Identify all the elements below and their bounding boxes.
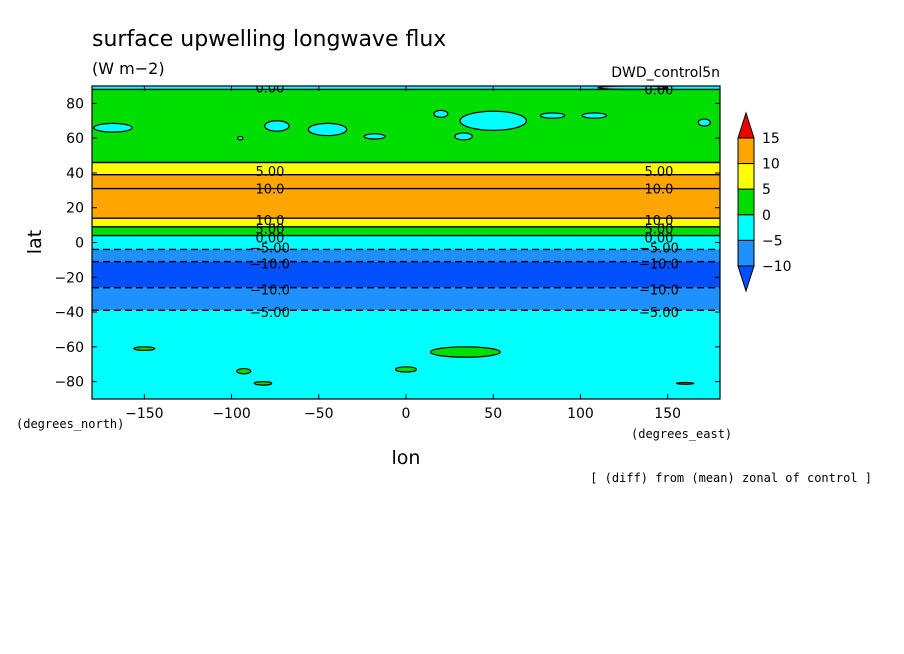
anomaly-patch-4 xyxy=(363,133,386,140)
anomaly-patch-0 xyxy=(93,122,133,133)
colorbar-label-1: 10 xyxy=(762,157,780,173)
x-axis: −150 −100 −50 0 50 100 150 xyxy=(125,86,681,422)
y-axis-title: lat xyxy=(24,230,46,254)
y-tick-label-8: 80 xyxy=(66,96,84,112)
contour-label-1: 0.00 xyxy=(644,83,673,98)
anomaly-patch-14 xyxy=(236,367,252,375)
contour-label-11: 0.00 xyxy=(644,231,673,246)
zonal-band-4 xyxy=(92,188,720,219)
x-tick-label-1: −100 xyxy=(212,406,250,422)
zonal-band-6 xyxy=(92,226,720,236)
contour-label-4: 10.0 xyxy=(255,183,284,198)
anomaly-patch-2 xyxy=(264,120,290,132)
contour-lines xyxy=(92,88,720,312)
colorbar-label-3: 0 xyxy=(762,208,771,224)
contour-label-6: 10.0 xyxy=(255,214,284,229)
chart-units: (W m−2) xyxy=(92,59,165,78)
anomaly-patch-16 xyxy=(394,366,418,373)
y-unit-label: (degrees_north) xyxy=(16,417,124,431)
zonal-bands xyxy=(92,86,720,399)
colorbar-label-5: −10 xyxy=(762,259,792,275)
anomaly-patch-7 xyxy=(454,132,473,141)
colorbar-swatch-2 xyxy=(737,163,755,190)
x-tick-label-2: −50 xyxy=(304,406,334,422)
anomaly-patch-12 xyxy=(429,346,501,358)
contour-label-3: 5.00 xyxy=(644,165,673,180)
x-tick-label-0: −150 xyxy=(125,406,163,422)
anomaly-patch-10 xyxy=(697,118,712,127)
zonal-band-11 xyxy=(92,310,720,399)
anomaly-patch-1 xyxy=(237,135,244,141)
y-tick-label-7: 60 xyxy=(66,131,84,147)
contour-label-19: −5.00 xyxy=(639,306,679,321)
anomaly-patch-8 xyxy=(539,112,566,119)
zonal-band-2 xyxy=(92,162,720,175)
zonal-band-3 xyxy=(92,174,720,189)
contour-label-7: 10.0 xyxy=(644,214,673,229)
zonal-band-7 xyxy=(92,235,720,250)
contour-label-8: 5.00 xyxy=(255,223,284,238)
colorbar-swatch-5 xyxy=(737,239,755,267)
dataset-label: DWD_control5n xyxy=(611,65,720,81)
contour-label-5: 10.0 xyxy=(644,183,673,198)
anomaly-patch-5 xyxy=(433,109,449,118)
zonal-band-1 xyxy=(92,89,720,163)
y-tick-label-3: −20 xyxy=(54,270,84,286)
colorbar-swatch-4 xyxy=(737,214,755,241)
x-axis-title: lon xyxy=(392,447,421,469)
x-tick-label-6: 150 xyxy=(654,406,681,422)
colorbar-label-0: 15 xyxy=(762,131,780,147)
colorbar-swatch-1 xyxy=(737,137,755,165)
contour-label-12: −5.00 xyxy=(250,242,290,257)
anomaly-patch-17 xyxy=(675,381,695,385)
contour-label-9: 5.00 xyxy=(644,223,673,238)
footnote: [ (diff) from (mean) zonal of control ] xyxy=(590,471,872,485)
contour-label-15: −10.0 xyxy=(639,257,679,272)
x-tick-label-3: 0 xyxy=(402,406,411,422)
anomaly-patch-3 xyxy=(307,122,348,137)
contour-label-17: −10.0 xyxy=(639,283,679,298)
colorbar-label-2: 5 xyxy=(762,182,771,198)
anomaly-patch-6 xyxy=(459,110,527,131)
y-tick-label-2: −40 xyxy=(54,305,84,321)
contour-label-13: −5.00 xyxy=(639,242,679,257)
anomaly-patch-9 xyxy=(581,112,608,119)
colorbar-swatch-3 xyxy=(737,188,755,216)
zonal-band-10 xyxy=(92,287,720,311)
colorbar-swatch-6 xyxy=(737,265,755,293)
colorbar: 15 10 5 0 −5 −10 xyxy=(737,111,792,293)
y-tick-label-5: 20 xyxy=(66,201,84,217)
contour-label-0: 0.00 xyxy=(255,82,284,97)
zonal-band-8 xyxy=(92,249,720,262)
contour-label-18: −5.00 xyxy=(250,306,290,321)
zonal-band-9 xyxy=(92,261,720,288)
y-axis: −80 −60 −40 −20 0 20 40 60 80 xyxy=(54,96,720,391)
x-tick-label-4: 50 xyxy=(484,406,502,422)
chart-title: surface upwelling longwave flux xyxy=(92,27,446,52)
anomaly-patch-13 xyxy=(133,346,156,351)
y-tick-label-4: 0 xyxy=(75,236,84,252)
x-unit-label: (degrees_east) xyxy=(631,427,732,441)
zonal-band-5 xyxy=(92,218,720,227)
anomaly-patches xyxy=(93,86,712,386)
contour-label-16: −10.0 xyxy=(250,283,290,298)
contour-label-10: 0.00 xyxy=(255,231,284,246)
contour-label-2: 5.00 xyxy=(255,165,284,180)
contour-label-14: −10.0 xyxy=(250,257,290,272)
y-tick-label-1: −60 xyxy=(54,340,84,356)
colorbar-label-4: −5 xyxy=(762,233,783,249)
x-tick-label-5: 100 xyxy=(567,406,594,422)
colorbar-swatch-0 xyxy=(737,111,755,139)
y-tick-label-0: −80 xyxy=(54,375,84,391)
anomaly-patch-15 xyxy=(253,381,273,386)
y-tick-label-6: 40 xyxy=(66,166,84,182)
